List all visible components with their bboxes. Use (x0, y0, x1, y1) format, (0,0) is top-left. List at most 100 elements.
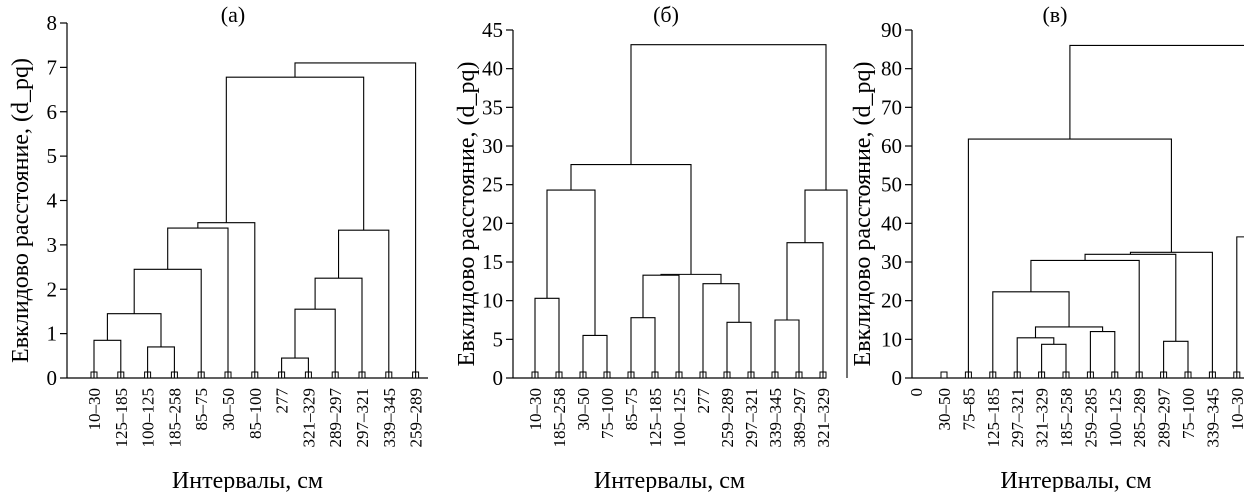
y-tick-label: 0 (493, 366, 504, 390)
dendrogram-link (1129, 251, 1213, 378)
leaf-label: 125–185 (984, 388, 1003, 448)
y-axis-label: Евклидово расстояние, (d_pq) (850, 62, 876, 367)
dendrogram-link (630, 44, 827, 191)
dendrogram-link (1089, 331, 1116, 378)
leaf-label: 85–75 (192, 388, 211, 431)
y-tick-label: 0 (892, 366, 903, 390)
y-tick-label: 20 (482, 211, 503, 235)
leaf-label: 85–100 (246, 388, 265, 439)
dendrogram-link (546, 189, 596, 336)
dendrogram-link (133, 268, 202, 378)
dendrogram-link (1084, 253, 1177, 342)
leaf-label: 10–30 (1228, 388, 1244, 431)
dendrogram-link (774, 319, 800, 378)
y-tick-label: 80 (881, 57, 902, 81)
y-tick-label: 70 (881, 95, 902, 119)
y-tick-label: 10 (482, 289, 503, 313)
dendrogram-link (726, 321, 752, 378)
y-tick-label: 50 (881, 173, 902, 197)
leaf-label: 277 (694, 388, 713, 414)
y-tick-label: 10 (881, 327, 902, 351)
panel-title: (б) (653, 2, 679, 27)
leaf-label: 297–321 (1008, 388, 1027, 448)
leaf-marker (940, 371, 948, 379)
dendrogram-link (338, 229, 390, 378)
leaf-label: 10–30 (85, 388, 104, 431)
leaf-label: 339–345 (766, 388, 785, 448)
y-tick-label: 15 (482, 250, 503, 274)
leaf-label: 339–345 (380, 388, 399, 448)
dendrogram-link (93, 339, 122, 378)
leaf-label: 30–50 (219, 388, 238, 431)
leaf-label: 277 (273, 388, 292, 414)
panel-title: (в) (1042, 2, 1067, 27)
leaf-label: 75–100 (598, 388, 617, 439)
leaf-label: 30–50 (935, 388, 954, 431)
y-tick-label: 6 (47, 100, 58, 124)
leaf-label: 85–75 (622, 388, 641, 431)
dendrogram-link (786, 242, 824, 378)
leaf-label: 30–50 (574, 388, 593, 431)
y-tick-label: 5 (47, 144, 58, 168)
leaf-label: 259–285 (1081, 388, 1100, 448)
y-tick-label: 45 (482, 18, 503, 42)
dendrogram-link (1069, 44, 1244, 140)
dendrogram-link (1034, 326, 1104, 338)
dendrogram-link (582, 334, 608, 378)
dendrogram-link (1030, 259, 1140, 378)
y-tick-label: 4 (47, 189, 58, 213)
leaf-label: 285–289 (1130, 388, 1149, 448)
leaf-label: 289–297 (326, 388, 345, 448)
dendrogram-link (106, 313, 162, 347)
leaf-label: 389–297 (790, 388, 809, 448)
y-tick-label: 0 (47, 366, 58, 390)
leaf-label: 297–321 (742, 388, 761, 448)
y-tick-label: 30 (881, 250, 902, 274)
y-axis-label: Евклидово расстояние, (d_pq) (8, 58, 34, 363)
leaf-label: 185–258 (550, 388, 569, 448)
leaf-label: 321–329 (1033, 388, 1052, 448)
leaf-label: 259–289 (407, 388, 426, 448)
dendrogram-link (197, 222, 256, 378)
x-axis-label: Интервалы, см (594, 468, 745, 492)
leaf-label: 185–258 (165, 388, 184, 448)
leaf-label: 125–185 (112, 388, 131, 448)
y-tick-label: 35 (482, 95, 503, 119)
y-tick-label: 30 (482, 134, 503, 158)
leaf-label: 100–125 (670, 388, 689, 448)
dendrogram-link (281, 357, 309, 378)
y-tick-label: 3 (47, 233, 58, 257)
leaf-label: 289–297 (1155, 388, 1174, 448)
y-tick-label: 1 (47, 322, 58, 346)
dendrogram-link (1041, 343, 1067, 378)
dendrogram-link (147, 346, 175, 378)
dendrogram-link (570, 164, 692, 275)
dendrogram-link (702, 283, 740, 378)
dendrogram-link (992, 291, 1070, 378)
y-tick-label: 90 (881, 18, 902, 42)
y-tick-label: 20 (881, 289, 902, 313)
leaf-label: 125–185 (646, 388, 665, 448)
leaf-label: 339–345 (1203, 388, 1222, 448)
dendrogram-link (225, 76, 365, 231)
dendrogram-link (294, 308, 336, 378)
y-tick-label: 5 (493, 327, 504, 351)
x-axis-label: Интервалы, см (1000, 468, 1151, 492)
dendrogram-link (534, 297, 560, 378)
leaf-label: 75–85 (959, 388, 978, 431)
dendrogram-link (294, 62, 417, 378)
dendrogram-link (1236, 236, 1244, 378)
y-tick-label: 60 (881, 134, 902, 158)
x-axis-label: Интервалы, см (172, 468, 323, 492)
y-tick-label: 40 (482, 57, 503, 81)
panel-title: (а) (221, 2, 245, 27)
leaf-label: 75–100 (1179, 388, 1198, 439)
y-tick-label: 7 (47, 55, 58, 79)
y-tick-label: 40 (881, 211, 902, 235)
leaf-label: 10–30 (526, 388, 545, 431)
dendrogram-link (630, 317, 656, 378)
y-tick-label: 2 (47, 277, 58, 301)
y-tick-label: 25 (482, 173, 503, 197)
